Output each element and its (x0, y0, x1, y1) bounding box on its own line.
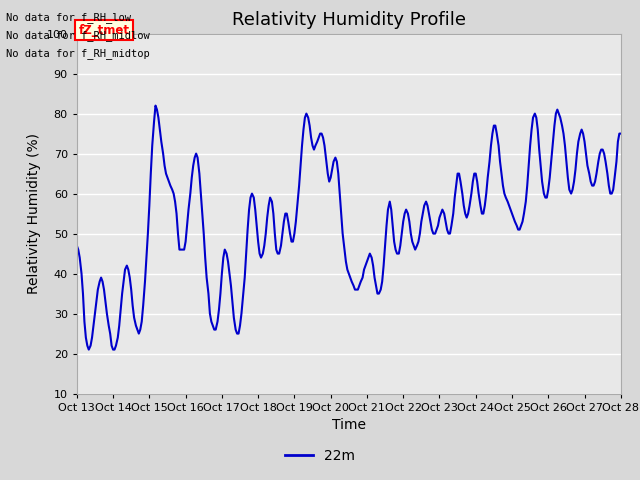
Text: fZ_tmet: fZ_tmet (79, 24, 130, 36)
Text: No data for f_RH_low: No data for f_RH_low (6, 12, 131, 23)
Y-axis label: Relativity Humidity (%): Relativity Humidity (%) (28, 133, 41, 294)
X-axis label: Time: Time (332, 418, 366, 432)
Text: No data for f_RH_midlow: No data for f_RH_midlow (6, 30, 150, 41)
Legend: 22m: 22m (280, 443, 360, 468)
Text: No data for f_RH_midtop: No data for f_RH_midtop (6, 48, 150, 60)
Title: Relativity Humidity Profile: Relativity Humidity Profile (232, 11, 466, 29)
